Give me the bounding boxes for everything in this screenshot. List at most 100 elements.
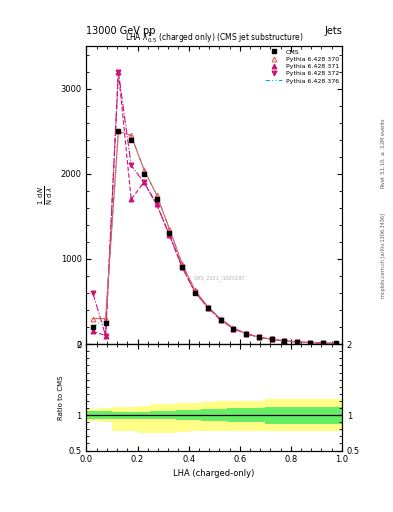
Pythia 6.428 371 bbox=[269, 336, 274, 343]
Pythia 6.428 370 bbox=[282, 338, 287, 344]
Pythia 6.428 371 bbox=[193, 289, 197, 295]
Pythia 6.428 370 bbox=[320, 340, 325, 346]
Text: 13000 GeV pp: 13000 GeV pp bbox=[86, 26, 156, 36]
Legend: CMS, Pythia 6.428 370, Pythia 6.428 371, Pythia 6.428 372, Pythia 6.428 376: CMS, Pythia 6.428 370, Pythia 6.428 371,… bbox=[264, 48, 340, 85]
CMS bbox=[231, 326, 236, 332]
Pythia 6.428 371 bbox=[154, 201, 159, 207]
Pythia 6.428 376 bbox=[257, 334, 261, 340]
Pythia 6.428 370 bbox=[218, 316, 223, 322]
Pythia 6.428 371 bbox=[129, 196, 134, 202]
Pythia 6.428 376 bbox=[295, 339, 299, 345]
Pythia 6.428 376 bbox=[193, 287, 197, 293]
CMS bbox=[333, 340, 338, 347]
Pythia 6.428 372 bbox=[116, 69, 121, 75]
Pythia 6.428 370 bbox=[206, 304, 210, 310]
CMS bbox=[308, 339, 312, 346]
Pythia 6.428 372 bbox=[167, 232, 172, 238]
Pythia 6.428 372 bbox=[180, 264, 185, 270]
CMS bbox=[295, 339, 299, 345]
Pythia 6.428 370 bbox=[244, 330, 248, 336]
Pythia 6.428 371 bbox=[180, 264, 185, 270]
CMS bbox=[90, 324, 95, 330]
Pythia 6.428 372 bbox=[103, 332, 108, 338]
Pythia 6.428 370 bbox=[231, 325, 236, 331]
CMS bbox=[129, 137, 134, 143]
Pythia 6.428 372 bbox=[333, 340, 338, 347]
Text: mcplots.cern.ch [arXiv:1306.3436]: mcplots.cern.ch [arXiv:1306.3436] bbox=[381, 214, 386, 298]
Pythia 6.428 372 bbox=[90, 290, 95, 296]
Pythia 6.428 376 bbox=[244, 330, 248, 336]
Pythia 6.428 370 bbox=[129, 133, 134, 139]
Pythia 6.428 370 bbox=[154, 192, 159, 198]
CMS bbox=[141, 170, 146, 177]
Pythia 6.428 371 bbox=[141, 179, 146, 185]
Pythia 6.428 376 bbox=[206, 304, 210, 310]
CMS bbox=[154, 196, 159, 202]
Pythia 6.428 372 bbox=[282, 338, 287, 344]
Pythia 6.428 370 bbox=[333, 340, 338, 347]
Pythia 6.428 371 bbox=[308, 339, 312, 346]
Pythia 6.428 376 bbox=[103, 315, 108, 322]
Pythia 6.428 370 bbox=[193, 287, 197, 293]
Line: CMS: CMS bbox=[90, 129, 338, 346]
Pythia 6.428 372 bbox=[257, 334, 261, 340]
Pythia 6.428 372 bbox=[308, 339, 312, 346]
Title: LHA $\lambda^{1}_{0.5}$ (charged only) (CMS jet substructure): LHA $\lambda^{1}_{0.5}$ (charged only) (… bbox=[125, 30, 303, 45]
X-axis label: LHA (charged-only): LHA (charged-only) bbox=[173, 468, 255, 478]
CMS bbox=[206, 305, 210, 311]
CMS bbox=[116, 128, 121, 134]
Pythia 6.428 376 bbox=[141, 166, 146, 173]
Y-axis label: $\frac{1}{\mathrm{N}}\,\frac{\mathrm{d}N}{\mathrm{d}\,\lambda}$: $\frac{1}{\mathrm{N}}\,\frac{\mathrm{d}N… bbox=[37, 185, 55, 205]
Pythia 6.428 372 bbox=[320, 340, 325, 346]
Pythia 6.428 370 bbox=[116, 128, 121, 134]
Pythia 6.428 376 bbox=[129, 133, 134, 139]
Pythia 6.428 370 bbox=[141, 166, 146, 173]
Pythia 6.428 370 bbox=[90, 315, 95, 322]
Pythia 6.428 371 bbox=[103, 332, 108, 338]
Y-axis label: Ratio to CMS: Ratio to CMS bbox=[58, 375, 64, 420]
Pythia 6.428 370 bbox=[167, 226, 172, 232]
Pythia 6.428 371 bbox=[116, 69, 121, 75]
Pythia 6.428 376 bbox=[154, 192, 159, 198]
Text: Jets: Jets bbox=[324, 26, 342, 36]
Pythia 6.428 376 bbox=[116, 128, 121, 134]
CMS bbox=[269, 336, 274, 343]
CMS bbox=[180, 264, 185, 270]
Pythia 6.428 371 bbox=[295, 339, 299, 345]
Pythia 6.428 371 bbox=[231, 326, 236, 332]
Pythia 6.428 371 bbox=[257, 334, 261, 340]
Pythia 6.428 376 bbox=[269, 336, 274, 343]
Pythia 6.428 370 bbox=[269, 336, 274, 343]
CMS bbox=[320, 340, 325, 346]
Pythia 6.428 371 bbox=[90, 328, 95, 334]
Pythia 6.428 370 bbox=[257, 334, 261, 340]
Pythia 6.428 372 bbox=[129, 162, 134, 168]
CMS bbox=[167, 230, 172, 237]
Pythia 6.428 371 bbox=[244, 331, 248, 337]
Pythia 6.428 371 bbox=[282, 338, 287, 344]
Pythia 6.428 372 bbox=[244, 331, 248, 337]
Text: Rivet 3.1.10, $\geq$ 3.2M events: Rivet 3.1.10, $\geq$ 3.2M events bbox=[379, 118, 387, 189]
Pythia 6.428 371 bbox=[218, 317, 223, 323]
CMS bbox=[282, 338, 287, 344]
Pythia 6.428 376 bbox=[180, 261, 185, 267]
Pythia 6.428 376 bbox=[231, 325, 236, 331]
Pythia 6.428 371 bbox=[167, 232, 172, 238]
Line: Pythia 6.428 372: Pythia 6.428 372 bbox=[90, 69, 338, 346]
Text: CMS_2021_I1920187: CMS_2021_I1920187 bbox=[193, 275, 245, 282]
CMS bbox=[257, 334, 261, 340]
Pythia 6.428 376 bbox=[282, 338, 287, 344]
Pythia 6.428 376 bbox=[320, 340, 325, 346]
Pythia 6.428 372 bbox=[295, 339, 299, 345]
Pythia 6.428 372 bbox=[154, 201, 159, 207]
Pythia 6.428 376 bbox=[333, 340, 338, 347]
Pythia 6.428 370 bbox=[295, 339, 299, 345]
Pythia 6.428 371 bbox=[206, 305, 210, 311]
Pythia 6.428 370 bbox=[180, 261, 185, 267]
Pythia 6.428 372 bbox=[269, 336, 274, 343]
Pythia 6.428 376 bbox=[308, 339, 312, 346]
Pythia 6.428 376 bbox=[90, 324, 95, 330]
CMS bbox=[244, 331, 248, 337]
Line: Pythia 6.428 370: Pythia 6.428 370 bbox=[90, 129, 338, 346]
CMS bbox=[193, 290, 197, 296]
